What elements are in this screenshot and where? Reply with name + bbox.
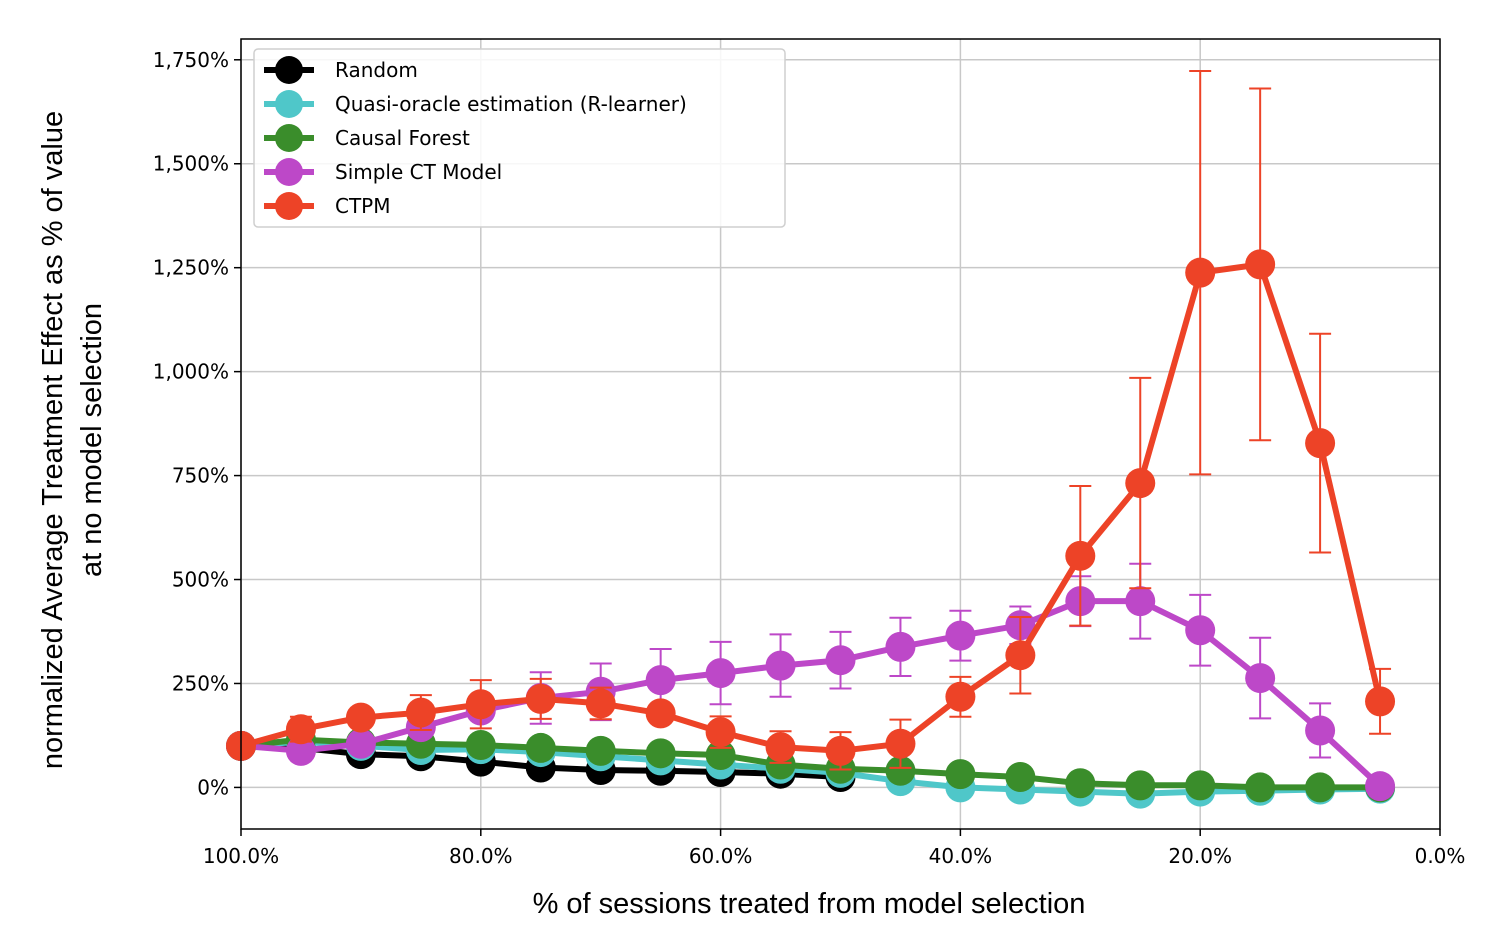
y-tick-label: 750% <box>172 464 229 488</box>
data-point <box>1305 428 1336 459</box>
data-point <box>945 759 976 790</box>
legend-marker <box>275 192 303 220</box>
legend: Random Quasi-oracle estimation (R-learner… <box>253 48 786 228</box>
data-point <box>1065 540 1096 571</box>
x-tick-label: 0.0% <box>1415 844 1466 868</box>
data-point <box>1005 640 1036 671</box>
legend-box <box>253 48 786 228</box>
legend-label: Simple CT Model <box>335 160 502 184</box>
data-point <box>1125 586 1156 617</box>
data-point <box>1065 768 1096 799</box>
x-axis-title: % of sessions treated from model selecti… <box>533 888 1086 920</box>
legend-item-causal-forest: Causal Forest <box>264 124 470 152</box>
data-point <box>945 620 976 651</box>
legend-item-simple-ct-model: Simple CT Model <box>264 158 502 186</box>
y-tick-label: 0% <box>197 775 229 799</box>
data-point <box>345 728 376 759</box>
data-point <box>885 631 916 662</box>
legend-label: Random <box>335 58 418 82</box>
data-point <box>1185 257 1216 288</box>
data-point <box>1305 715 1336 746</box>
legend-item-ctpm: CTPM <box>264 192 391 220</box>
legend-item-random: Random <box>264 56 418 84</box>
data-point <box>585 735 616 766</box>
data-point <box>1005 762 1036 793</box>
series-line <box>240 261 1383 754</box>
data-point <box>1125 468 1156 499</box>
data-point <box>645 738 676 769</box>
x-tick-label: 80.0% <box>449 844 513 868</box>
data-point <box>825 735 856 766</box>
data-point <box>765 650 796 681</box>
data-point <box>1185 615 1216 646</box>
data-point <box>1245 772 1276 803</box>
data-point <box>345 702 376 733</box>
data-point <box>945 681 976 712</box>
series-ctpm <box>226 70 1396 771</box>
y-axis-title-line-2: at no model selection <box>76 303 108 577</box>
axis-ticks: 100.0% 80.0% 60.0% 40.0% 20.0% 0.0% 0% 250% 500%… <box>153 48 1466 868</box>
data-point <box>645 665 676 696</box>
plot-frame <box>240 38 1441 830</box>
y-tick-label: 250% <box>172 671 229 695</box>
y-tick-label: 1,750% <box>153 48 229 72</box>
x-tick-label: 60.0% <box>689 844 753 868</box>
data-point <box>1365 686 1396 717</box>
x-tick-label: 40.0% <box>929 844 993 868</box>
data-point <box>1365 771 1396 802</box>
data-point <box>585 688 616 719</box>
legend-label: Quasi-oracle estimation (R-learner) <box>335 92 687 116</box>
y-tick-label: 1,250% <box>153 256 229 280</box>
y-tick-label: 1,500% <box>153 152 229 176</box>
plot-area <box>226 70 1396 809</box>
y-tick-label: 1,000% <box>153 360 229 384</box>
data-point <box>285 735 316 766</box>
legend-marker <box>275 90 303 118</box>
data-point <box>1245 249 1276 280</box>
legend-marker <box>275 124 303 152</box>
data-point <box>705 658 736 689</box>
data-point <box>765 732 796 763</box>
data-point <box>645 698 676 729</box>
data-point <box>405 697 436 728</box>
y-axis-title-line-1: normalized Average Treatment Effect as %… <box>37 111 69 769</box>
data-point <box>465 730 496 761</box>
data-point <box>525 732 556 763</box>
data-point <box>285 714 316 745</box>
data-point <box>825 645 856 676</box>
data-point <box>1125 770 1156 801</box>
legend-marker <box>275 56 303 84</box>
y-tick-label: 500% <box>172 568 229 592</box>
data-point <box>885 728 916 759</box>
x-tick-label: 20.0% <box>1168 844 1232 868</box>
x-tick-label: 100.0% <box>203 844 279 868</box>
data-point <box>885 755 916 786</box>
legend-label: CTPM <box>335 194 391 218</box>
legend-item-quasi-oracle-estimation-r-learner: Quasi-oracle estimation (R-learner) <box>264 90 687 118</box>
data-point <box>705 717 736 748</box>
legend-marker <box>275 158 303 186</box>
data-point <box>525 683 556 714</box>
data-point <box>1245 663 1276 694</box>
series-simple-ct-model <box>226 562 1396 802</box>
data-point <box>465 689 496 720</box>
data-point <box>1305 772 1336 803</box>
legend-label: Causal Forest <box>335 126 470 150</box>
data-point <box>1185 770 1216 801</box>
